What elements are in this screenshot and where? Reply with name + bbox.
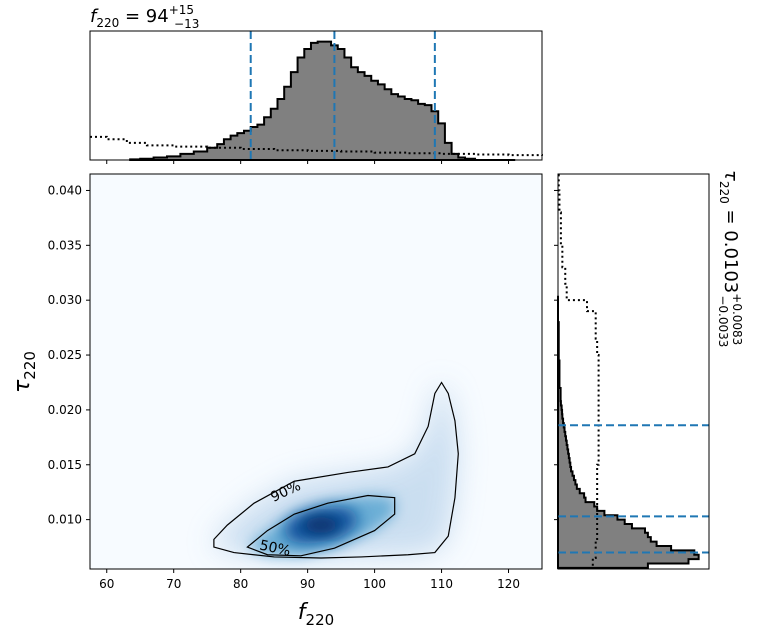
y-axis-label: τ220	[10, 351, 39, 393]
top-marginal-panel: f220 = 94+15 −13	[89, 3, 543, 164]
top-posterior-histogram	[129, 40, 516, 161]
contour-90pct	[213, 381, 459, 559]
right-axes-frame	[557, 173, 710, 570]
y-tick-label: 0.040	[48, 183, 82, 197]
x-tick-label: 110	[430, 577, 453, 591]
top-prior-curve	[90, 135, 543, 157]
right-histogram-bars	[557, 295, 700, 569]
top-title: f220 = 94+15 −13	[90, 3, 199, 31]
x-axis-ticks: 60 70 80 90 100 110 120	[99, 569, 520, 591]
x-tick-label: 100	[363, 577, 386, 591]
top-axes-frame	[89, 30, 543, 161]
right-prior-line	[557, 173, 600, 566]
y-axis-ticks: 0.010 0.015 0.020 0.025 0.030 0.035 0.040	[48, 183, 90, 527]
x-tick-label: 80	[233, 577, 248, 591]
contour-label: 50%	[258, 538, 292, 560]
joint-axes-frame	[89, 173, 543, 570]
heat-outer	[213, 382, 459, 559]
right-ytick-marks	[554, 189, 558, 521]
heat-core	[303, 517, 340, 534]
top-xtick-marks	[106, 160, 510, 164]
x-tick-label: 60	[99, 577, 114, 591]
right-posterior-histogram	[557, 295, 700, 569]
right-title: τ220 = 0.0103+0.0083−0.0033	[716, 170, 744, 347]
x-tick-label: 70	[166, 577, 181, 591]
y-tick-label: 0.010	[48, 513, 82, 527]
y-tick-label: 0.025	[48, 348, 82, 362]
right-credible-lines	[558, 424, 709, 554]
y-tick-label: 0.030	[48, 293, 82, 307]
y-tick-label: 0.035	[48, 238, 82, 252]
y-tick-label: 0.020	[48, 403, 82, 417]
x-tick-label: 120	[497, 577, 520, 591]
right-marginal-panel: τ220 = 0.0103+0.0083−0.0033	[554, 170, 744, 570]
joint-panel: 90%50% 60 70 80 90 100 110 120 0.0100.0150.020…	[10, 173, 543, 629]
top-credible-lines	[249, 31, 436, 160]
top-prior-line	[90, 135, 543, 157]
x-tick-label: 90	[300, 577, 315, 591]
x-axis-label: f220	[298, 600, 334, 629]
y-tick-label: 0.015	[48, 458, 82, 472]
top-histogram-bars	[129, 40, 516, 161]
density-heatmap	[213, 382, 459, 559]
contour-50pct	[246, 494, 396, 557]
right-prior-curve	[557, 173, 600, 566]
